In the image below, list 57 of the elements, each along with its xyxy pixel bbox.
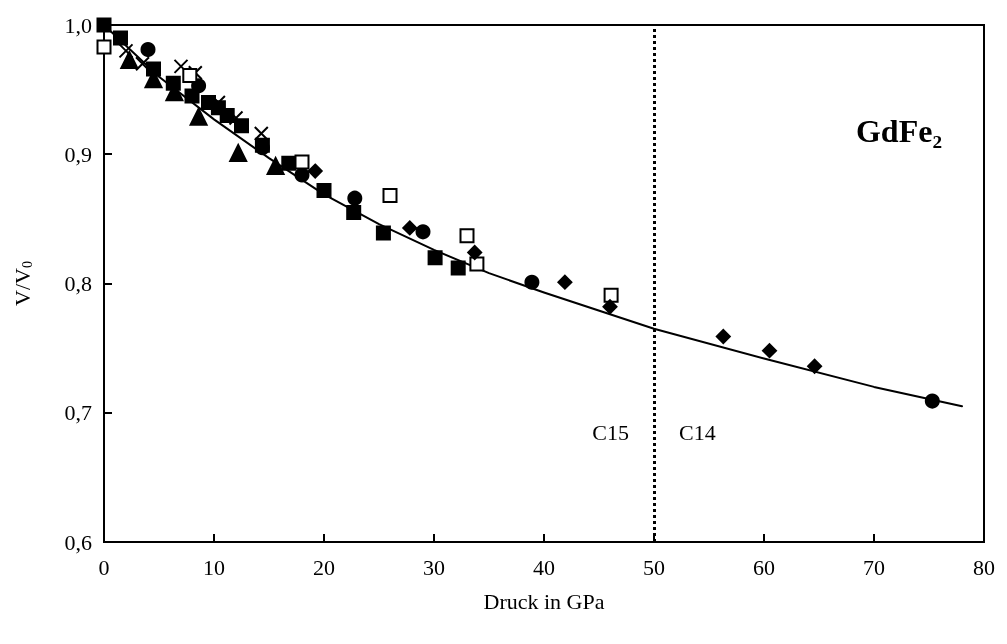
text: GdFe₂ bbox=[855, 113, 942, 149]
point bbox=[415, 224, 431, 240]
x-tick-label: 80 bbox=[973, 554, 995, 580]
point bbox=[113, 30, 128, 46]
annotation: C14 bbox=[679, 419, 716, 445]
point bbox=[191, 78, 207, 94]
point bbox=[281, 155, 297, 171]
x-tick-label: 70 bbox=[863, 554, 885, 580]
x-tick-label: 30 bbox=[423, 554, 445, 580]
point bbox=[603, 287, 619, 303]
x-tick-label: 60 bbox=[753, 554, 775, 580]
point bbox=[346, 204, 362, 220]
y-axis-title: V/V0 bbox=[9, 261, 35, 306]
point bbox=[189, 107, 208, 126]
point bbox=[467, 244, 483, 260]
x-axis-title: Druck in GPa bbox=[483, 588, 605, 614]
point bbox=[459, 228, 475, 244]
y-tick-label: 0,9 bbox=[64, 141, 92, 167]
point bbox=[762, 343, 777, 359]
point bbox=[120, 50, 139, 69]
point bbox=[450, 260, 466, 276]
point bbox=[184, 88, 200, 104]
point bbox=[118, 43, 134, 59]
point bbox=[135, 56, 150, 72]
point bbox=[229, 143, 248, 162]
point bbox=[173, 58, 189, 74]
point bbox=[402, 220, 418, 236]
point bbox=[182, 67, 198, 83]
point bbox=[375, 225, 391, 241]
point bbox=[469, 256, 485, 272]
point bbox=[347, 190, 363, 206]
point bbox=[294, 154, 310, 170]
point bbox=[807, 358, 823, 374]
point bbox=[307, 163, 323, 179]
point bbox=[266, 156, 285, 175]
annotation: C15 bbox=[592, 419, 629, 445]
point bbox=[96, 39, 112, 55]
y-tick-label: 1,0 bbox=[64, 12, 92, 38]
point bbox=[524, 274, 540, 290]
point bbox=[427, 250, 443, 266]
x-tick-label: 40 bbox=[533, 554, 555, 580]
point bbox=[382, 188, 398, 204]
point bbox=[557, 274, 573, 290]
point bbox=[253, 126, 269, 142]
y-tick-label: 0,7 bbox=[64, 400, 92, 426]
point bbox=[602, 299, 618, 315]
y-tick-label: 0,6 bbox=[64, 529, 92, 555]
x-tick-label: 50 bbox=[643, 554, 665, 580]
x-tick-label: 20 bbox=[313, 554, 335, 580]
point bbox=[924, 393, 940, 409]
x-tick-label: 0 bbox=[98, 554, 110, 580]
point bbox=[140, 42, 156, 58]
point bbox=[715, 328, 731, 344]
point bbox=[96, 17, 112, 33]
y-tick-label: 0,8 bbox=[64, 271, 92, 296]
point bbox=[316, 182, 332, 198]
x-tick-label: 10 bbox=[203, 554, 225, 580]
